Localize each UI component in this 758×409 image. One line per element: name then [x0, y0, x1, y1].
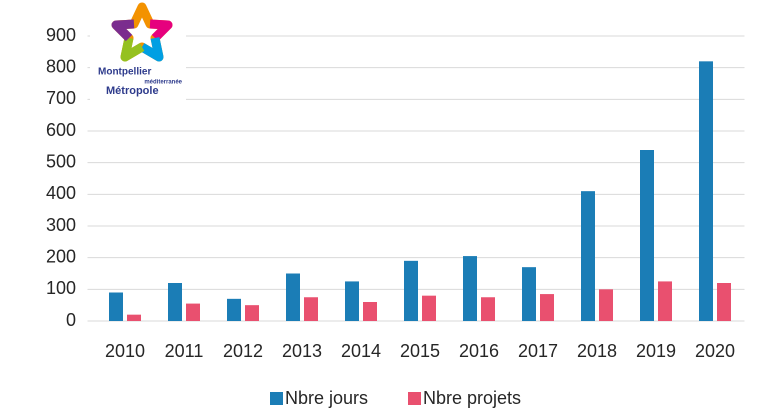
x-tick-label: 2017 — [518, 341, 558, 361]
bar — [640, 150, 654, 321]
x-tick-label: 2014 — [341, 341, 381, 361]
logo: Montpellier méditerranée Métropole — [90, 2, 186, 100]
bar — [599, 289, 613, 321]
logo-text: méditerranée — [144, 80, 182, 86]
bar — [345, 281, 359, 321]
y-tick-label: 700 — [46, 88, 76, 108]
bar — [699, 61, 713, 321]
bar — [363, 302, 377, 321]
bar — [127, 314, 141, 321]
bar — [463, 256, 477, 321]
y-tick-label: 900 — [46, 25, 76, 45]
bar — [522, 267, 536, 321]
x-tick-label: 2020 — [695, 341, 735, 361]
bar — [658, 281, 672, 321]
bar — [304, 297, 318, 321]
y-tick-label: 100 — [46, 278, 76, 298]
y-tick-label: 600 — [46, 120, 76, 140]
legend-swatch — [270, 392, 283, 405]
x-tick-label: 2019 — [636, 341, 676, 361]
logo-star — [111, 2, 173, 62]
bar — [422, 295, 436, 321]
bar — [540, 294, 554, 321]
logo-text: Montpellier — [98, 67, 151, 78]
y-tick-label: 500 — [46, 151, 76, 171]
bar — [186, 303, 200, 321]
bar — [245, 305, 259, 321]
bar — [481, 297, 495, 321]
logo-text: Métropole — [106, 85, 159, 97]
grid — [87, 35, 745, 322]
x-tick-label: 2016 — [459, 341, 499, 361]
bars — [109, 61, 731, 321]
legend-label: Nbre jours — [285, 388, 368, 408]
y-tick-label: 400 — [46, 183, 76, 203]
bar — [717, 283, 731, 321]
x-tick-label: 2011 — [165, 341, 204, 361]
bar — [404, 260, 418, 321]
x-tick-label: 2010 — [105, 341, 145, 361]
bar — [168, 283, 182, 321]
y-tick-label: 800 — [46, 56, 76, 76]
x-tick-label: 2013 — [282, 341, 322, 361]
bar — [109, 292, 123, 321]
x-tick-label: 2018 — [577, 341, 617, 361]
y-tick-label: 200 — [46, 246, 76, 266]
bar — [286, 273, 300, 321]
bar — [227, 298, 241, 321]
bar — [581, 191, 595, 321]
y-tick-label: 300 — [46, 215, 76, 235]
y-tick-label: 0 — [66, 310, 76, 330]
x-tick-label: 2015 — [400, 341, 440, 361]
legend-swatch — [408, 392, 421, 405]
legend-label: Nbre projets — [423, 388, 521, 408]
x-tick-label: 2012 — [223, 341, 263, 361]
